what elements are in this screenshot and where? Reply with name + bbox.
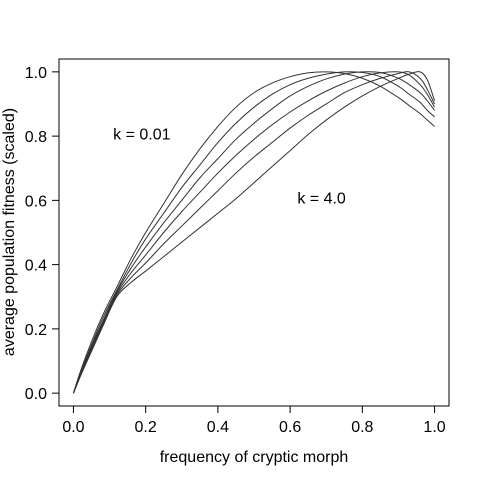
y-tick-label: 1.0 [25,65,47,82]
curve-2 [72,71,435,394]
curve-annotation: k = 0.01 [113,126,170,143]
curve-4 [72,71,435,394]
annotation-group: k = 0.01 k = 4.0 [113,126,346,207]
x-tick-label: 0.8 [351,419,373,436]
y-tick-label: 0.8 [25,129,47,146]
x-axis: 0.0 0.2 0.4 0.6 0.8 1.0 [62,405,446,436]
curve-3 [72,71,435,394]
x-tick-label: 1.0 [423,419,445,436]
x-tick-label: 0.0 [62,419,84,436]
x-axis-title: frequency of cryptic morph [160,449,349,466]
y-axis: 0.0 0.2 0.4 0.6 0.8 1.0 [25,65,60,403]
y-tick-label: 0.6 [25,193,47,210]
curve-group [72,71,436,394]
x-tick-label: 0.2 [135,419,157,436]
y-tick-label: 0.4 [25,258,47,275]
curve-annotation: k = 4.0 [297,191,346,208]
curve-6 [72,71,436,394]
y-tick-label: 0.0 [25,386,47,403]
y-axis-title: average population fitness (scaled) [1,108,18,356]
x-tick-label: 0.4 [207,419,229,436]
y-tick-label: 0.2 [25,322,47,339]
x-tick-label: 0.6 [279,419,301,436]
plot-frame [58,58,450,407]
curve-5 [72,71,436,394]
curve-1 [72,71,435,394]
